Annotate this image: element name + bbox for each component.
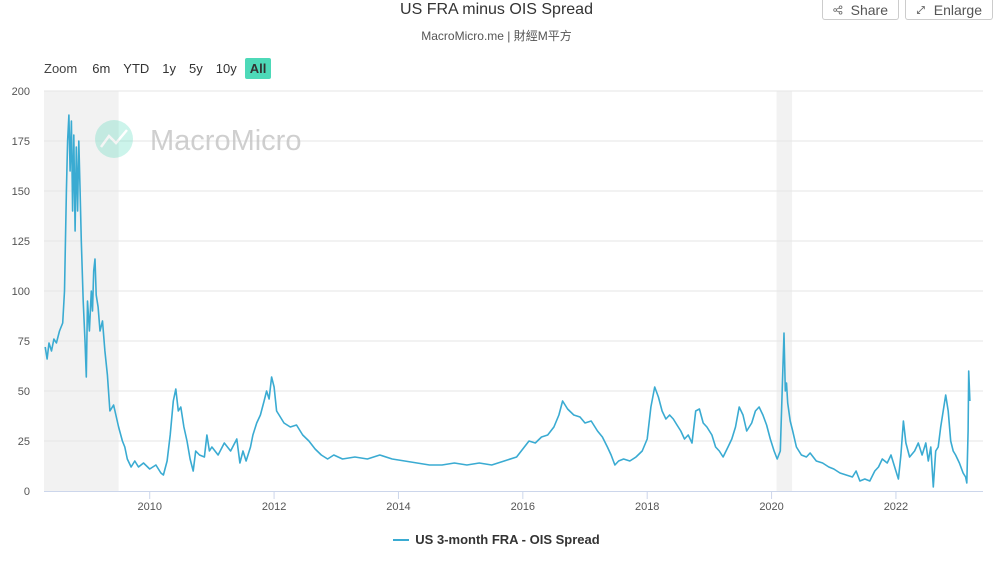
y-tick-label-50: 50 <box>18 386 30 398</box>
chart-subtitle: MacroMicro.me | 財經M平方 <box>421 29 572 43</box>
legend-item-spread: US 3-month FRA - OIS Spread <box>415 532 600 547</box>
y-tick-label-175: 175 <box>12 136 30 148</box>
x-tick-label-2012: 2012 <box>262 501 286 513</box>
enlarge-label: Enlarge <box>933 1 982 18</box>
y-tick-label-0: 0 <box>24 486 30 498</box>
share-label: Share <box>850 1 888 18</box>
range-6m-button[interactable]: 6m <box>92 60 111 76</box>
range-1y-button[interactable]: 1y <box>162 60 177 76</box>
expand-icon <box>916 5 925 14</box>
y-tick-label-25: 25 <box>18 436 30 448</box>
watermark-text: MacroMicro <box>150 125 301 157</box>
x-tick-label-2016: 2016 <box>511 501 535 513</box>
y-tick-label-100: 100 <box>12 286 30 298</box>
y-tick-label-200: 200 <box>12 86 30 98</box>
x-tick-label-2014: 2014 <box>386 501 410 513</box>
x-tick-label-2020: 2020 <box>759 501 783 513</box>
y-tick-label-75: 75 <box>18 336 30 348</box>
series-line-spread <box>44 114 971 488</box>
legend-swatch <box>393 538 410 541</box>
watermark-logo-icon <box>95 120 133 158</box>
range-10y-button[interactable]: 10y <box>215 60 237 76</box>
range-5y-button[interactable]: 5y <box>189 60 203 76</box>
share-button[interactable]: Share <box>822 0 899 20</box>
y-tick-label-150: 150 <box>12 186 30 198</box>
x-tick-label-2018: 2018 <box>635 501 659 513</box>
range-all-button[interactable]: All <box>244 57 272 79</box>
x-tick-label-2022: 2022 <box>884 501 908 513</box>
chart-title: US FRA minus OIS Spread <box>400 1 593 18</box>
range-ytd-button[interactable]: YTD <box>123 60 150 76</box>
legend[interactable]: US 3-month FRA - OIS Spread <box>0 532 993 547</box>
share-icon <box>833 4 843 15</box>
x-tick-label-2010: 2010 <box>137 501 161 513</box>
enlarge-button[interactable]: Enlarge <box>905 0 993 20</box>
y-tick-label-125: 125 <box>12 236 30 248</box>
zoom-label: Zoom <box>44 60 78 76</box>
range-selector: Zoom 6m YTD 1y 5y 10y All <box>44 57 274 79</box>
